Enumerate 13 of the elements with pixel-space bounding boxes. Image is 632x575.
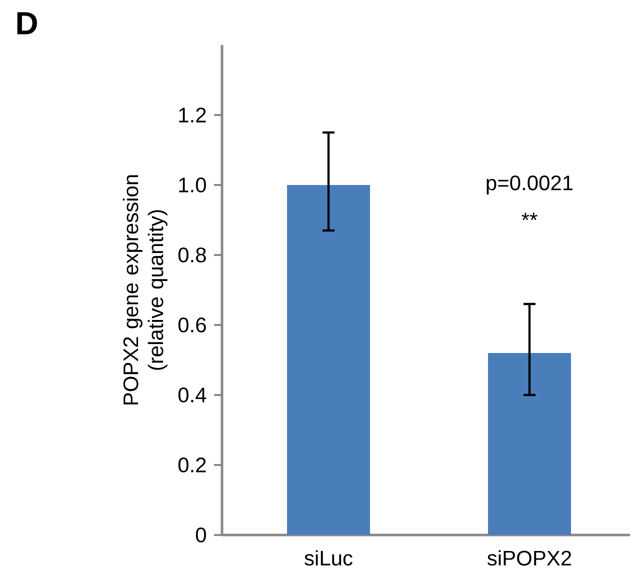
annotation: ** — [522, 212, 538, 220]
y-tick-label: 1.0 — [179, 178, 206, 192]
x-tick-label: siLuc — [304, 550, 352, 566]
y-tick-label: 0 — [196, 528, 206, 542]
y-tick-label: 0.6 — [178, 318, 206, 332]
y-tick-label: 0.2 — [178, 458, 206, 472]
y-tick-label: 0.8 — [178, 248, 206, 262]
text: D — [17, 12, 37, 34]
x-tick-label: siPOPX2 — [487, 550, 572, 566]
annotation: p=0.0021 — [486, 175, 573, 195]
y-tick-label: 1.2 — [179, 108, 206, 122]
y-tick-label: 0.4 — [178, 388, 206, 402]
y-axis-title: POPX2 gene expression (relative quantity) — [122, 175, 168, 404]
